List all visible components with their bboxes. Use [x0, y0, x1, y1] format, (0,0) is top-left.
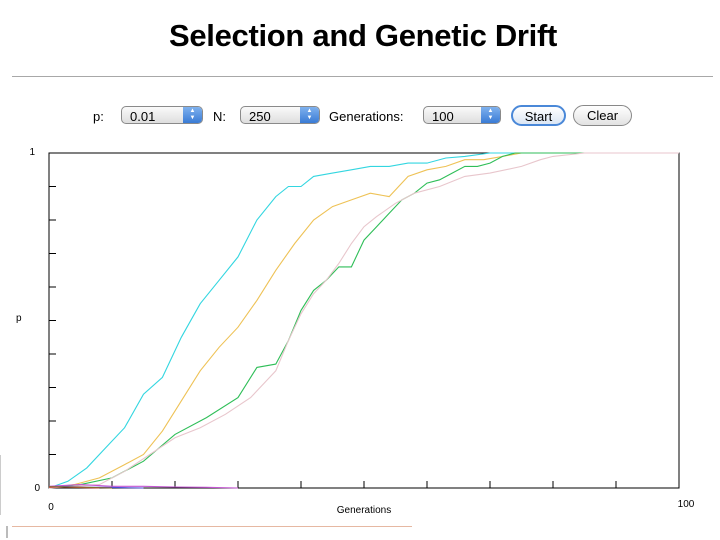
controls-bar: p: 0.01 ▲ ▼ N: 250 ▲ ▼ Generations: 100 ▲ ▼… — [0, 104, 720, 130]
p-select-value: 0.01 — [130, 109, 156, 124]
y-tick-label-min: 0 — [34, 483, 40, 494]
start-button[interactable]: Start — [511, 105, 566, 126]
p-select[interactable]: 0.01 ▲ ▼ — [121, 106, 203, 124]
clear-button[interactable]: Clear — [573, 105, 632, 126]
n-select-value: 250 — [249, 109, 271, 124]
series-line-1 — [48, 152, 679, 489]
footer-line — [12, 526, 412, 527]
series-line-8 — [48, 486, 113, 489]
select-arrows-icon: ▲ ▼ — [183, 107, 202, 123]
series-line-2 — [48, 152, 679, 489]
generations-select[interactable]: 100 ▲ ▼ — [423, 106, 501, 124]
left-edge-mark — [0, 455, 1, 515]
series-line-5 — [48, 484, 239, 489]
n-select[interactable]: 250 ▲ ▼ — [240, 106, 320, 124]
plot-frame — [48, 152, 680, 489]
y-tick-label-max: 1 — [29, 147, 35, 158]
generations-select-value: 100 — [432, 109, 454, 124]
series-line-3 — [48, 152, 679, 489]
y-axis-label: p — [16, 313, 22, 324]
generations-label: Generations: — [329, 109, 404, 124]
select-arrows-icon: ▲ ▼ — [300, 107, 319, 123]
page-title: Selection and Genetic Drift — [168, 18, 558, 53]
x-axis-label: Generations — [337, 505, 391, 516]
n-label: N: — [213, 109, 226, 124]
x-tick-label-min: 0 — [48, 502, 54, 513]
title-divider — [12, 76, 713, 77]
series-line-4 — [48, 152, 679, 489]
footer-mark — [6, 526, 8, 538]
x-tick-label-max: 100 — [678, 499, 695, 510]
select-arrows-icon: ▲ ▼ — [481, 107, 500, 123]
p-label: p: — [93, 109, 104, 124]
